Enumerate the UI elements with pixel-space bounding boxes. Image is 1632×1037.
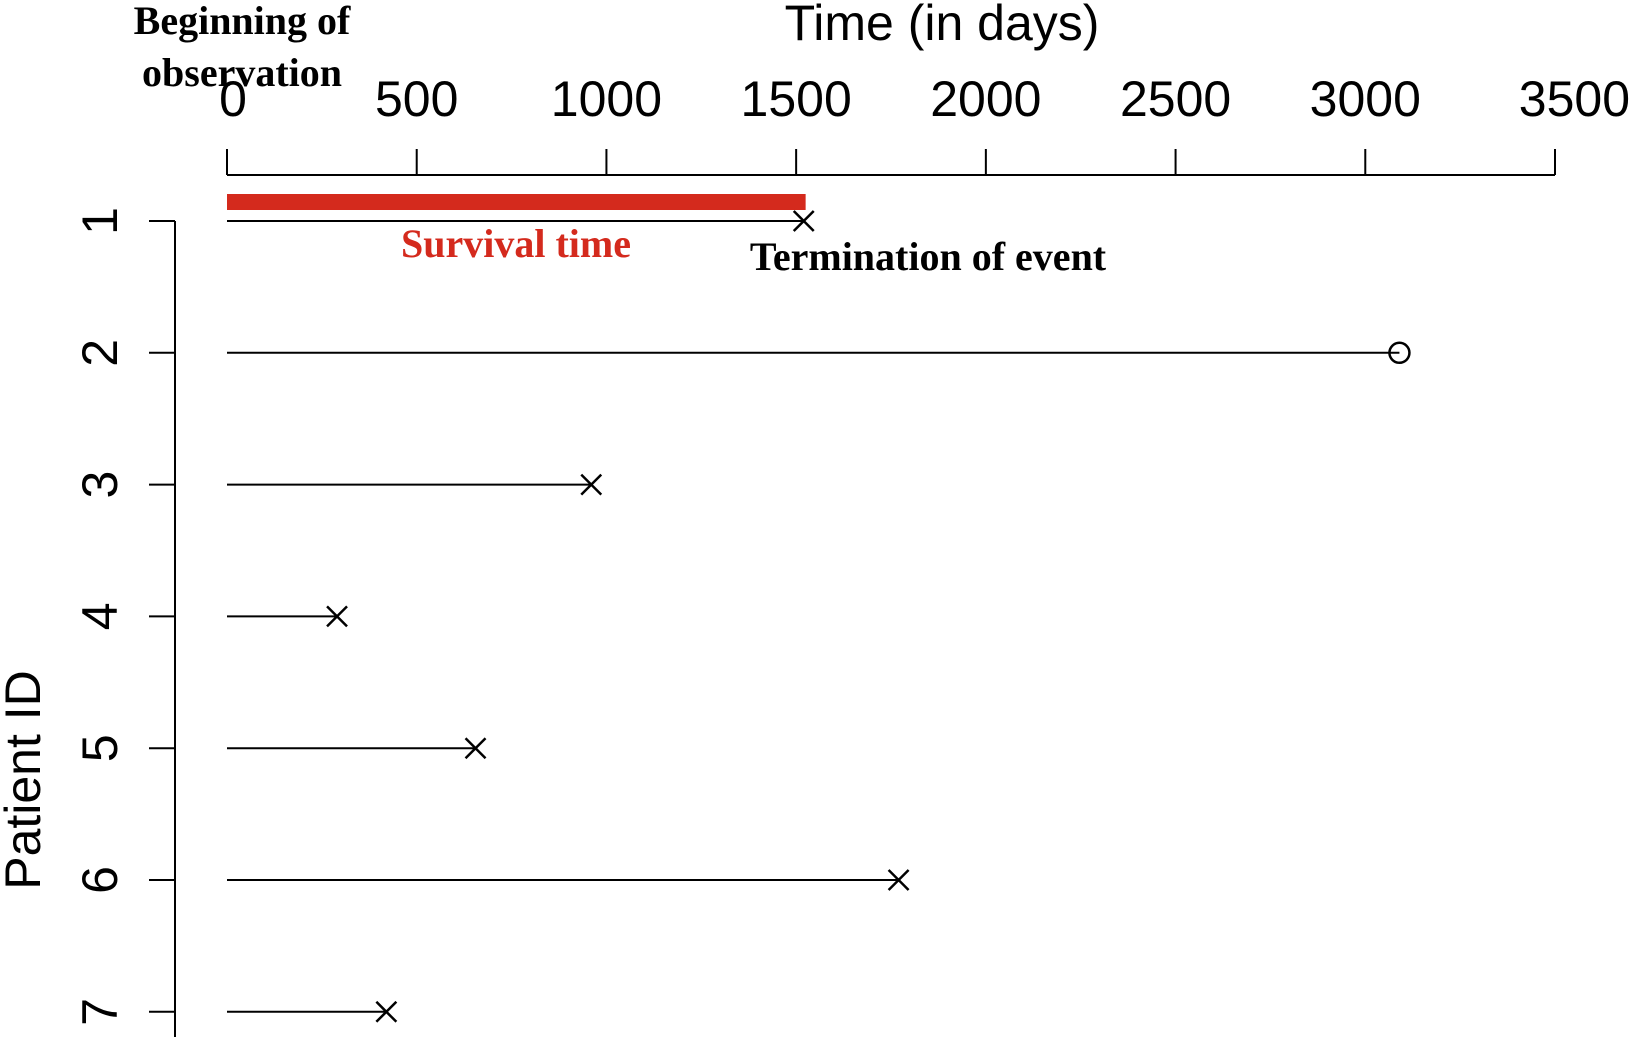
x-tick-label: 1500 <box>741 71 852 127</box>
annotation-group: Beginning of observation Survival time Term… <box>134 0 1107 279</box>
x-axis-title: Time (in days) <box>785 0 1100 51</box>
x-tick-label: 500 <box>375 71 458 127</box>
event-marker <box>887 869 910 891</box>
event-marker <box>580 473 603 496</box>
x-tick-label: 1000 <box>551 71 662 127</box>
annotation-termination: Termination of event <box>750 234 1107 279</box>
x-tick-label: 2500 <box>1120 71 1231 127</box>
x-tick-label: 0 <box>219 71 247 127</box>
censored-marker <box>1388 341 1411 365</box>
event-marker <box>464 737 487 760</box>
event-marker-stroke <box>375 1000 398 1023</box>
y-tick-label: 4 <box>72 602 128 630</box>
y-tick-label: 2 <box>72 339 128 367</box>
marks-group <box>227 194 1411 1023</box>
event-marker <box>792 210 815 232</box>
y-tick-label: 3 <box>72 471 128 499</box>
y-tick-label: 6 <box>72 866 128 894</box>
event-marker-stroke <box>464 737 487 760</box>
x-tick-label: 3000 <box>1310 71 1421 127</box>
event-marker-stroke <box>326 605 348 628</box>
x-tick-label: 3500 <box>1519 71 1630 127</box>
y-tick-label: 5 <box>72 734 128 762</box>
survival-time-bar <box>227 194 806 210</box>
y-axis-title: Patient ID <box>0 670 51 890</box>
annotation-survival-time: Survival time <box>401 221 631 266</box>
annotation-beginning-line2: observation <box>142 50 342 95</box>
event-marker <box>375 1000 398 1023</box>
event-marker-stroke <box>887 869 910 891</box>
event-marker-stroke <box>792 210 815 232</box>
event-marker-stroke <box>580 473 603 496</box>
event-marker <box>326 605 348 628</box>
x-tick-label: 2000 <box>930 71 1041 127</box>
y-tick-label: 7 <box>72 998 128 1026</box>
annotation-beginning-line1: Beginning of <box>134 0 351 43</box>
y-tick-label: 1 <box>72 207 128 235</box>
